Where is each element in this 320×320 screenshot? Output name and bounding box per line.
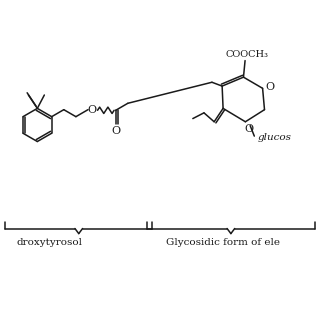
Text: COOCH₃: COOCH₃: [225, 50, 268, 59]
Text: Glycosidic form of ele: Glycosidic form of ele: [166, 238, 280, 247]
Text: glucos: glucos: [258, 133, 292, 142]
Text: O: O: [245, 124, 254, 134]
Text: O: O: [87, 105, 96, 115]
Text: O: O: [111, 126, 120, 136]
Text: droxytyrosol: droxytyrosol: [17, 238, 83, 247]
Text: O: O: [266, 82, 275, 92]
